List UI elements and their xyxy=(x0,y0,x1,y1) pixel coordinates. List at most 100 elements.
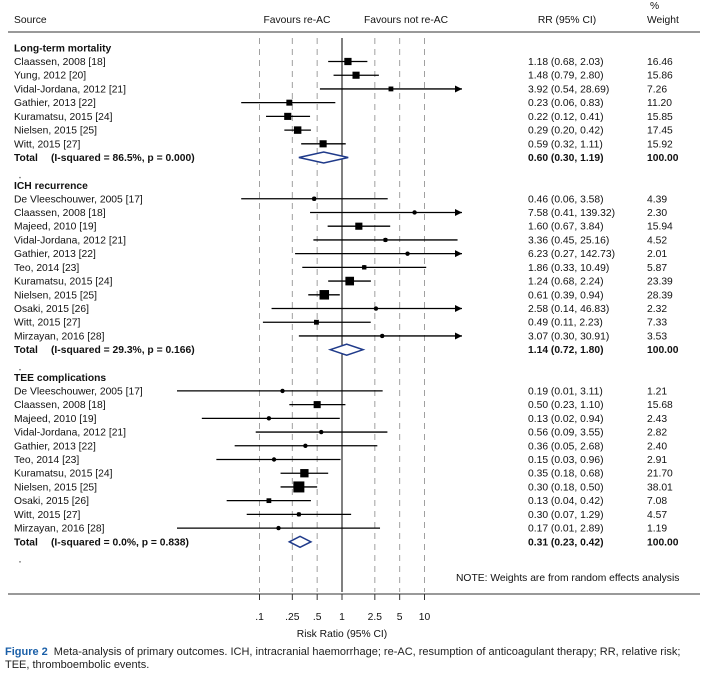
study-weight: 2.30 xyxy=(647,208,667,219)
heterogeneity-label: (I-squared = 0.0%, p = 0.838) xyxy=(51,537,189,548)
study-rr-ci: 1.18 (0.68, 2.03) xyxy=(528,57,604,68)
study-rr-ci: 0.46 (0.06, 3.58) xyxy=(528,194,604,205)
total-weight: 100.00 xyxy=(647,537,679,548)
study-weight: 2.40 xyxy=(647,441,667,452)
study-weight: 15.94 xyxy=(647,222,673,233)
ci-arrow xyxy=(455,305,462,313)
study-label: Yung, 2012 [20] xyxy=(14,71,86,82)
study-rr-ci: 1.86 (0.33, 10.49) xyxy=(528,263,609,274)
study-weight: 7.08 xyxy=(647,496,667,507)
study-rr-ci: 0.15 (0.03, 0.96) xyxy=(528,455,604,466)
figure-label: Figure 2 xyxy=(5,646,48,658)
tick-label: 1 xyxy=(339,612,345,623)
study-label: Gathier, 2013 [22] xyxy=(14,98,96,109)
study-weight: 1.21 xyxy=(647,386,667,397)
study-rr-ci: 3.92 (0.54, 28.69) xyxy=(528,84,609,95)
study-weight: 2.91 xyxy=(647,455,667,466)
study-rr-ci: 0.19 (0.01, 3.11) xyxy=(528,386,603,397)
study-label: Kuramatsu, 2015 [24] xyxy=(14,277,113,288)
heterogeneity-label: (I-squared = 29.3%, p = 0.166) xyxy=(51,345,195,356)
point-estimate xyxy=(296,512,302,517)
header-favours-left: Favours re-AC xyxy=(264,15,332,26)
study-label: Vidal-Jordana, 2012 [21] xyxy=(14,235,126,246)
study-rr-ci: 0.61 (0.39, 0.94) xyxy=(528,290,604,301)
study-label: Mirzayan, 2016 [28] xyxy=(14,524,105,535)
total-label: Total xyxy=(14,537,38,548)
point-estimate xyxy=(285,114,290,119)
point-estimate xyxy=(280,388,285,394)
point-estimate xyxy=(271,457,277,462)
study-rr-ci: 0.56 (0.09, 3.55) xyxy=(528,428,604,439)
study-label: Nielsen, 2015 [25] xyxy=(14,482,97,493)
pooled-diamond xyxy=(287,535,313,549)
point-estimate xyxy=(303,443,308,448)
study-weight: 15.92 xyxy=(647,139,673,150)
header-weight: Weight xyxy=(647,15,679,26)
study-weight: 15.85 xyxy=(647,112,673,123)
point-estimate xyxy=(373,306,379,311)
study-rr-ci: 3.36 (0.45, 25.16) xyxy=(528,235,609,246)
total-label: Total xyxy=(14,153,38,164)
point-estimate xyxy=(405,251,410,256)
study-rr-ci: 2.58 (0.14, 46.83) xyxy=(528,304,609,315)
study-weight: 28.39 xyxy=(647,290,673,301)
study-weight: 2.32 xyxy=(647,304,667,315)
study-rr-ci: 3.07 (0.30, 30.91) xyxy=(528,331,609,342)
study-rr-ci: 1.24 (0.68, 2.24) xyxy=(528,277,604,288)
study-rr-ci: 0.36 (0.05, 2.68) xyxy=(528,441,604,452)
point-estimate xyxy=(353,73,359,78)
total-rr-ci: 0.60 (0.30, 1.19) xyxy=(528,153,604,164)
x-axis-label: Risk Ratio (95% CI) xyxy=(297,629,387,640)
study-label: Teo, 2014 [23] xyxy=(14,263,79,274)
study-rr-ci: 0.50 (0.23, 1.10) xyxy=(528,400,604,411)
pooled-diamond xyxy=(298,151,349,164)
tick-label: 10 xyxy=(419,612,431,623)
study-label: Majeed, 2010 [19] xyxy=(14,414,97,425)
study-weight: 4.57 xyxy=(647,510,667,521)
pooled-diamond xyxy=(327,343,366,356)
point-estimate xyxy=(347,278,352,284)
study-label: Gathier, 2013 [22] xyxy=(14,441,96,452)
heterogeneity-label: (I-squared = 86.5%, p = 0.000) xyxy=(51,153,195,164)
study-label: Claassen, 2008 [18] xyxy=(14,400,106,411)
study-label: Gathier, 2013 [22] xyxy=(14,249,96,260)
point-estimate xyxy=(302,471,307,476)
forest-plot: Source Favours re-AC Favours not re-AC RR (… xyxy=(8,1,700,640)
point-estimate xyxy=(266,416,272,421)
study-rr-ci: 7.58 (0.41, 139.32) xyxy=(528,208,615,219)
study-label: Witt, 2015 [27] xyxy=(14,139,81,150)
study-rr-ci: 0.49 (0.11, 2.23) xyxy=(528,318,603,329)
ci-arrow xyxy=(455,208,462,216)
ci-arrow xyxy=(455,85,462,93)
tick-label: 2.5 xyxy=(368,612,383,623)
study-weight: 15.86 xyxy=(647,71,673,82)
tick-label: 5 xyxy=(397,612,403,623)
point-estimate xyxy=(311,196,317,201)
point-estimate xyxy=(276,525,281,531)
study-label: De Vleeschouwer, 2005 [17] xyxy=(14,386,143,397)
study-rr-ci: 0.23 (0.06, 0.83) xyxy=(528,98,604,109)
caption-text: Meta-analysis of primary outcomes. ICH, … xyxy=(5,646,681,671)
study-label: Vidal-Jordana, 2012 [21] xyxy=(14,428,126,439)
tick-label: .5 xyxy=(313,612,322,623)
study-rr-ci: 0.13 (0.02, 0.94) xyxy=(528,414,604,425)
header-rr-ci: RR (95% CI) xyxy=(538,15,596,26)
study-rr-ci: 0.59 (0.32, 1.11) xyxy=(528,139,603,150)
study-weight: 3.53 xyxy=(647,331,667,342)
point-estimate xyxy=(320,141,326,147)
study-label: Nielsen, 2015 [25] xyxy=(14,290,97,301)
study-label: De Vleeschouwer, 2005 [17] xyxy=(14,194,143,205)
header-source: Source xyxy=(14,15,47,26)
study-label: Mirzayan, 2016 [28] xyxy=(14,331,105,342)
point-estimate xyxy=(319,429,324,435)
total-rr-ci: 0.31 (0.23, 0.42) xyxy=(528,537,604,548)
study-weight: 7.26 xyxy=(647,84,667,95)
study-weight: 23.39 xyxy=(647,277,673,288)
study-weight: 16.46 xyxy=(647,57,673,68)
study-label: Claassen, 2008 [18] xyxy=(14,208,106,219)
study-label: Majeed, 2010 [19] xyxy=(14,222,97,233)
study-label: Vidal-Jordana, 2012 [21] xyxy=(14,84,126,95)
point-estimate xyxy=(356,224,362,229)
study-weight: 1.19 xyxy=(647,524,667,535)
header-weight-percent: % xyxy=(650,1,659,12)
